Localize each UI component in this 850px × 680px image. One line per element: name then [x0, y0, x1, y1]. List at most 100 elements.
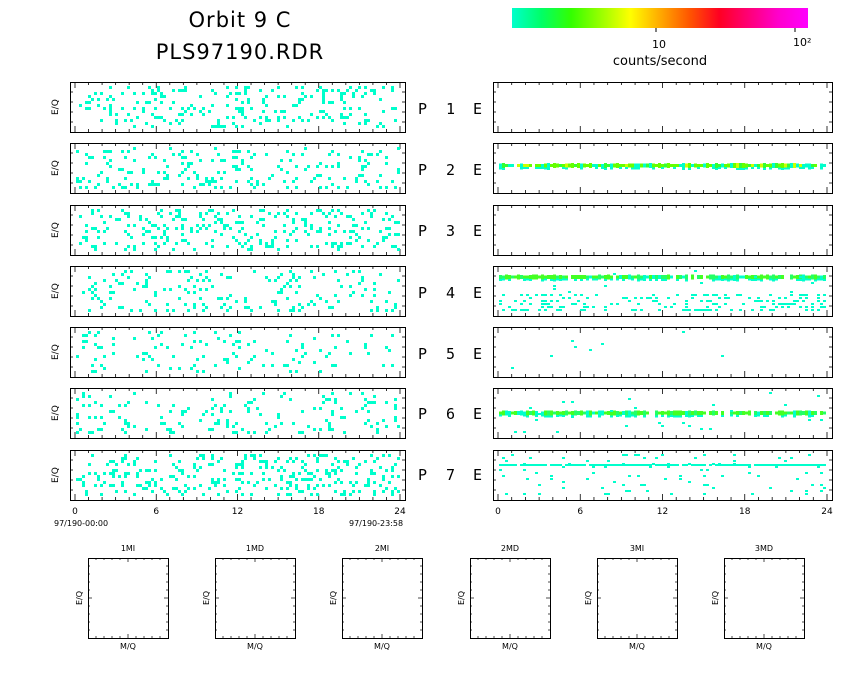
count-pixel: [298, 361, 301, 364]
count-pixel: [202, 107, 205, 110]
count-pixel: [172, 431, 175, 434]
count-pixel: [328, 422, 331, 425]
count-pixel: [79, 180, 82, 183]
count-pixel: [121, 282, 124, 285]
count-pixel: [88, 416, 91, 419]
band-pixel: [538, 275, 541, 279]
count-pixel: [265, 95, 268, 98]
count-pixel: [385, 212, 388, 215]
count-pixel: [151, 92, 154, 95]
left-panel-pixels: [79, 209, 400, 251]
band-pixel: [538, 464, 541, 466]
count-pixel: [514, 309, 517, 311]
count-pixel: [319, 86, 322, 89]
count-pixel: [265, 431, 268, 434]
count-pixel: [373, 401, 376, 404]
count-pixel: [79, 242, 82, 245]
count-pixel: [172, 101, 175, 104]
band-pixel: [499, 411, 502, 415]
count-pixel: [235, 221, 238, 224]
count-pixel: [238, 230, 241, 233]
count-pixel: [82, 392, 85, 395]
count-pixel: [361, 227, 364, 230]
count-pixel: [160, 478, 163, 481]
count-pixel: [295, 86, 298, 89]
count-pixel: [316, 493, 319, 496]
count-pixel: [520, 294, 523, 296]
band-pixel: [739, 163, 742, 168]
band-pixel: [685, 415, 688, 417]
count-pixel: [160, 236, 163, 239]
count-pixel: [214, 422, 217, 425]
count-pixel: [178, 215, 181, 218]
count-pixel: [331, 245, 334, 248]
count-pixel: [391, 309, 394, 312]
count-pixel: [325, 215, 328, 218]
count-pixel: [340, 493, 343, 496]
count-pixel: [82, 340, 85, 343]
count-pixel: [91, 212, 94, 215]
count-pixel: [88, 156, 91, 159]
band-pixel: [763, 275, 766, 279]
band-pixel: [724, 278, 727, 281]
count-pixel: [181, 224, 184, 227]
count-pixel: [277, 212, 280, 215]
band-pixel: [634, 410, 637, 416]
count-pixel: [304, 221, 307, 224]
count-pixel: [499, 300, 502, 302]
count-pixel: [802, 300, 805, 302]
count-pixel: [208, 180, 211, 183]
count-pixel: [364, 92, 367, 95]
band-pixel: [577, 275, 580, 279]
count-pixel: [223, 478, 226, 481]
row-label-right: E: [473, 100, 483, 118]
count-pixel: [199, 110, 202, 113]
band-pixel: [676, 164, 679, 167]
count-pixel: [718, 297, 721, 299]
count-pixel: [127, 224, 130, 227]
count-pixel: [235, 150, 238, 153]
count-pixel: [322, 92, 325, 95]
count-pixel: [259, 116, 262, 119]
band-pixel: [502, 275, 505, 279]
count-pixel: [250, 401, 253, 404]
count-pixel: [361, 276, 364, 279]
band-pixel: [784, 163, 787, 168]
count-pixel: [172, 487, 175, 490]
count-pixel: [205, 270, 208, 273]
count-pixel: [289, 270, 292, 273]
band-pixel: [598, 464, 601, 466]
count-pixel: [181, 343, 184, 346]
count-pixel: [712, 487, 715, 489]
band-pixel: [517, 411, 520, 415]
band-pixel: [592, 164, 595, 167]
count-pixel: [304, 478, 307, 481]
count-pixel: [520, 303, 523, 305]
count-pixel: [328, 116, 331, 119]
band-pixel: [535, 415, 538, 417]
band-pixel: [760, 163, 763, 168]
count-pixel: [205, 212, 208, 215]
count-pixel: [568, 297, 571, 299]
count-pixel: [364, 398, 367, 401]
count-pixel: [337, 460, 340, 463]
count-pixel: [145, 352, 148, 355]
band-pixel: [520, 163, 523, 168]
count-pixel: [268, 478, 271, 481]
band-pixel: [529, 275, 532, 279]
count-pixel: [235, 355, 238, 358]
band-pixel: [610, 410, 613, 416]
band-pixel: [556, 464, 559, 466]
band-pixel: [823, 411, 826, 415]
count-pixel: [235, 156, 238, 159]
count-pixel: [154, 484, 157, 487]
count-pixel: [652, 463, 655, 465]
count-pixel: [292, 180, 295, 183]
count-pixel: [262, 209, 265, 212]
count-pixel: [148, 276, 151, 279]
count-pixel: [361, 165, 364, 168]
count-pixel: [247, 401, 250, 404]
count-pixel: [202, 355, 205, 358]
count-pixel: [397, 457, 400, 460]
band-pixel: [706, 163, 709, 168]
